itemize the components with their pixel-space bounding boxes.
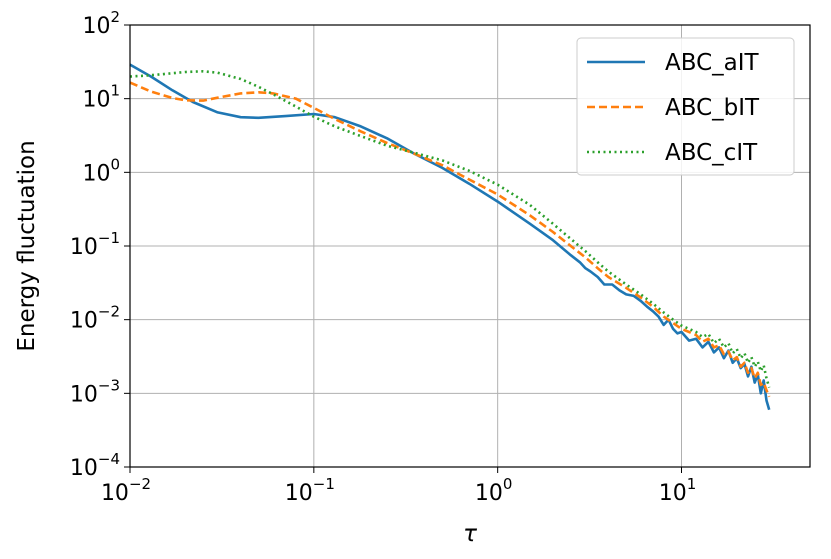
x-tick-exponent: −2 — [129, 475, 151, 493]
x-tick-base: 10 — [659, 481, 687, 506]
y-tick-exponent: −2 — [98, 303, 120, 321]
legend: ABC_aIT ABC_bIT ABC_cIT — [576, 37, 795, 176]
y-tick-label: 100 — [82, 155, 120, 186]
x-tick-exponent: −1 — [313, 475, 335, 493]
x-tick-exponent: 1 — [687, 475, 697, 493]
y-tick-label: 10−3 — [70, 376, 120, 407]
y-axis-label: Energy fluctuation — [14, 140, 40, 351]
legend-label: ABC_bIT — [665, 95, 760, 121]
series-layer — [129, 63, 771, 411]
x-axis-label: τ — [463, 521, 477, 547]
y-tick-exponent: −1 — [98, 229, 120, 247]
y-tick-base: 10 — [82, 161, 110, 186]
x-tick-exponent: 0 — [503, 475, 513, 493]
y-tick-label: 10−4 — [70, 450, 120, 481]
y-tick-exponent: 0 — [110, 155, 120, 173]
y-tick-base: 10 — [70, 382, 98, 407]
series-line-ABC_cIT — [129, 70, 771, 388]
series-line-ABC_bIT — [129, 81, 771, 398]
y-tick-base: 10 — [82, 88, 110, 113]
y-tick-base: 10 — [70, 235, 98, 260]
legend-label: ABC_aIT — [665, 50, 760, 76]
x-tick-label: 10−2 — [101, 475, 151, 506]
y-tick-label: 10−1 — [70, 229, 120, 260]
legend-box — [576, 37, 795, 176]
y-tick-exponent: −4 — [98, 450, 120, 468]
legend-label: ABC_cIT — [665, 140, 758, 166]
y-tick-exponent: 2 — [110, 8, 120, 26]
x-tick-label: 101 — [659, 475, 697, 506]
y-tick-label: 102 — [82, 8, 120, 39]
x-tick-base: 10 — [475, 481, 503, 506]
x-tick-label: 100 — [475, 475, 513, 506]
x-tick-base: 10 — [285, 481, 313, 506]
x-tick-base: 10 — [101, 481, 129, 506]
y-tick-base: 10 — [82, 14, 110, 39]
y-tick-base: 10 — [70, 456, 98, 481]
y-tick-exponent: −3 — [98, 376, 120, 394]
y-tick-base: 10 — [70, 309, 98, 334]
x-tick-label: 10−1 — [285, 475, 335, 506]
y-tick-exponent: 1 — [110, 82, 120, 100]
y-tick-label: 10−2 — [70, 303, 120, 334]
y-tick-label: 101 — [82, 82, 120, 113]
